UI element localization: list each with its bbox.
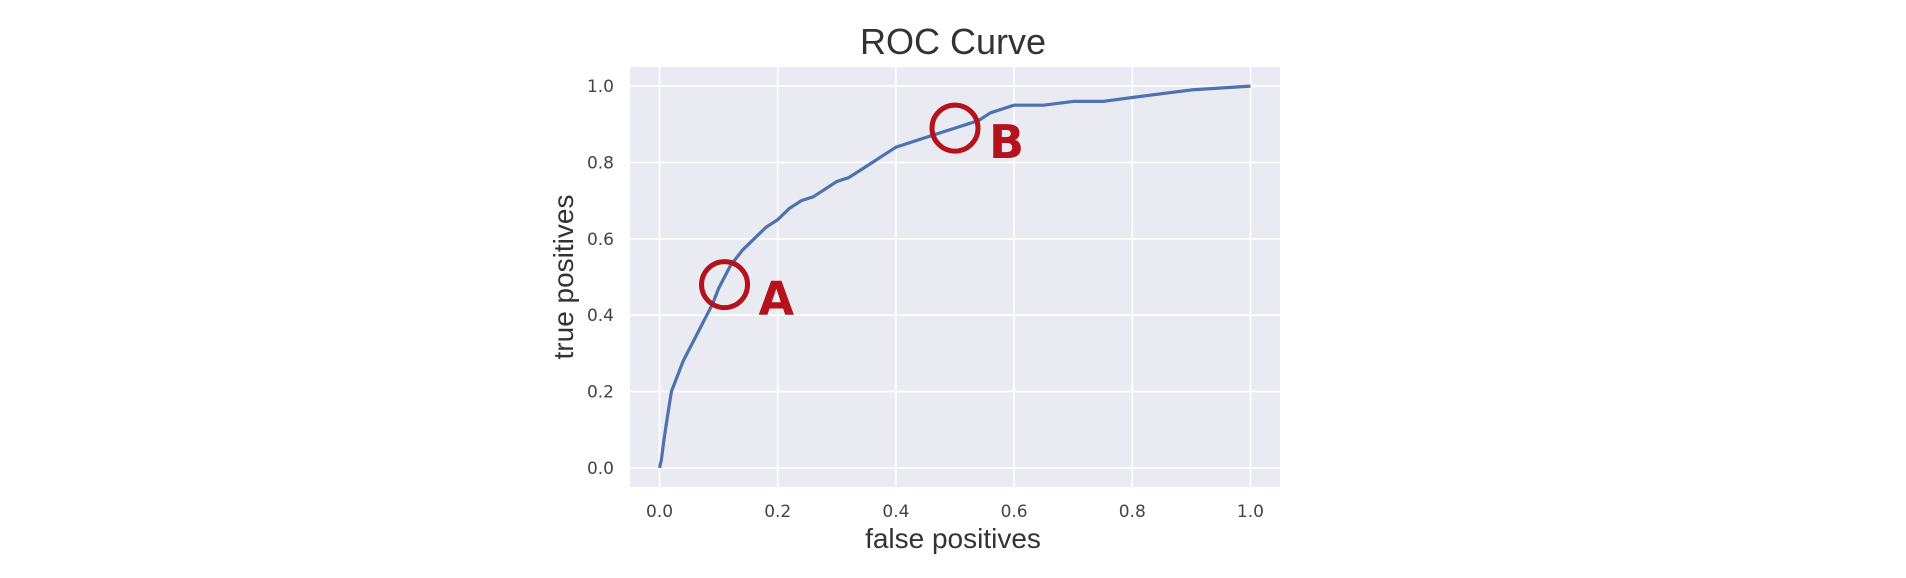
y-tick-label: 0.6 [587, 230, 614, 250]
y-tick-labels: 0.0 0.2 0.4 0.6 0.8 1.0 [587, 77, 614, 479]
plot-area [630, 67, 1280, 487]
y-tick-label: 0.2 [587, 383, 614, 403]
grid-lines [630, 67, 1280, 487]
x-tick-label: 1.0 [1237, 502, 1264, 522]
x-tick-labels: 0.0 0.2 0.4 0.6 0.8 1.0 [646, 502, 1264, 522]
y-tick-label: 0.4 [587, 306, 614, 326]
roc-curve-line [657, 84, 1251, 469]
y-tick-label: 0.8 [587, 153, 614, 173]
marker-label-a: A [759, 272, 795, 326]
x-tick-label: 0.8 [1119, 502, 1146, 522]
marker-circle-a [699, 259, 751, 311]
x-tick-label: 0.6 [1001, 502, 1028, 522]
x-axis-label: false positives [865, 523, 1041, 554]
y-axis-label: true positives [548, 195, 579, 360]
x-tick-label: 0.4 [882, 502, 909, 522]
marker-label-b: B [989, 115, 1024, 169]
y-tick-label: 0.0 [587, 459, 614, 479]
x-tick-label: 0.0 [646, 502, 673, 522]
chart-title: ROC Curve [860, 21, 1046, 62]
annotation-markers: AB [699, 102, 1024, 326]
x-tick-label: 0.2 [764, 502, 791, 522]
y-tick-label: 1.0 [587, 77, 614, 97]
marker-circle-b [929, 102, 981, 154]
